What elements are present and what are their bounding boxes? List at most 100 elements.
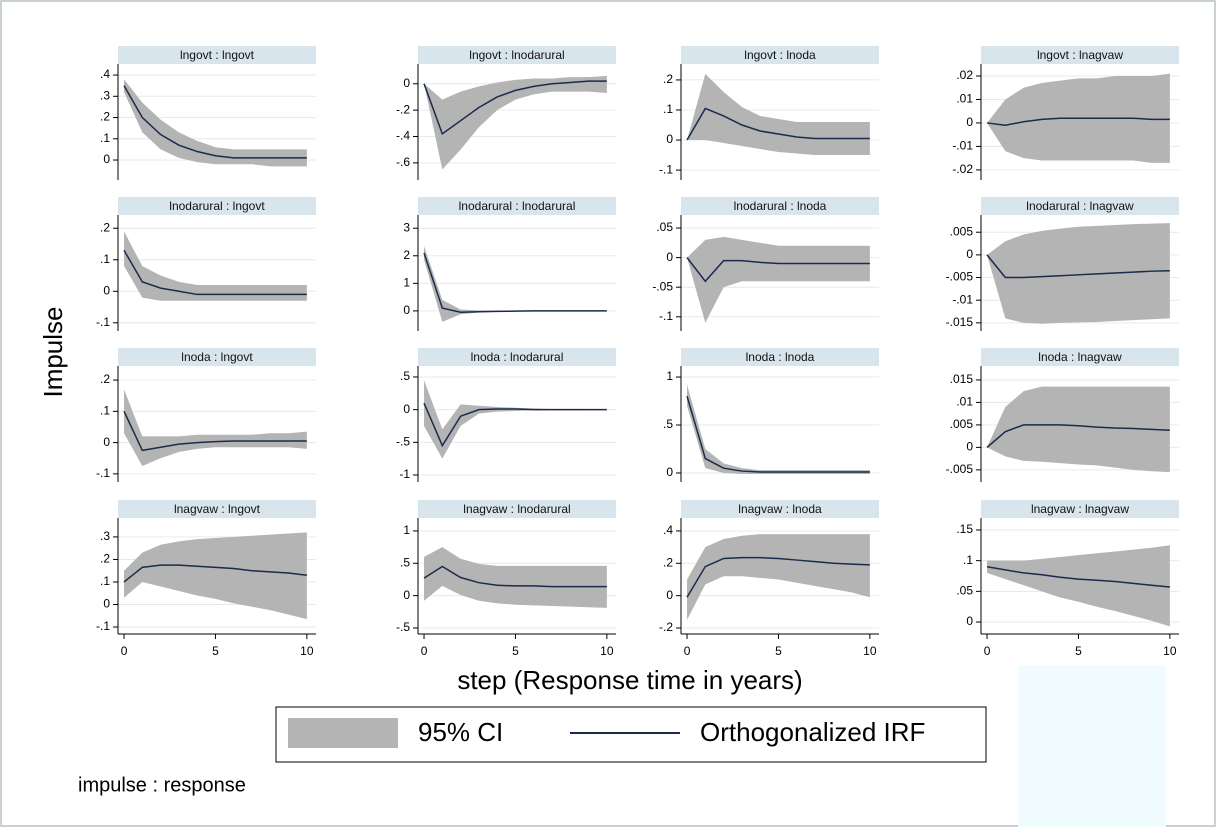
y-tick-label: .1 <box>100 252 110 266</box>
y-tick-label: -.1 <box>96 619 110 633</box>
panel-strip <box>418 500 616 518</box>
ci-band <box>687 534 870 620</box>
y-tick-label: -.1 <box>659 162 673 176</box>
y-tick-label: .2 <box>100 372 110 386</box>
y-tick-label: -.6 <box>396 155 410 169</box>
panel-strip <box>981 348 1179 366</box>
ci-band <box>124 79 307 167</box>
y-tick-label: 0 <box>666 250 673 264</box>
y-tick-label: .2 <box>100 220 110 234</box>
panel-strip <box>418 197 616 215</box>
y-tick-label: -.015 <box>946 315 974 329</box>
y-axis-label: Impulse <box>38 306 68 397</box>
y-tick-label: .15 <box>956 522 973 536</box>
irf-line <box>686 556 870 598</box>
y-tick-label: -.01 <box>952 292 973 306</box>
legend-label: Orthogonalized IRF <box>700 717 925 747</box>
ci-band <box>987 223 1170 324</box>
y-tick-label: 0 <box>666 588 673 602</box>
irf-line <box>123 411 307 452</box>
panel-strip <box>418 348 616 366</box>
panel-title: lnagvaw : lnoda <box>738 502 822 516</box>
y-tick-label: 0 <box>966 614 973 628</box>
y-tick-label: .05 <box>956 584 973 598</box>
panel-strip <box>118 197 316 215</box>
irf-line <box>986 254 1170 279</box>
y-tick-label: .01 <box>956 395 973 409</box>
y-tick-label: -.5 <box>396 620 410 634</box>
y-tick-label: 0 <box>103 435 110 449</box>
ci-band <box>687 73 870 156</box>
y-tick-label: -.02 <box>952 162 973 176</box>
x-tick-label: 0 <box>421 644 428 658</box>
irf-line <box>123 564 307 583</box>
y-tick-label: .4 <box>100 67 110 81</box>
y-tick-label: 0 <box>103 283 110 297</box>
y-tick-label: 0 <box>966 440 973 454</box>
irf-line <box>423 402 607 448</box>
panel-title: lngovt : lnodarural <box>469 48 564 62</box>
irf-line <box>686 257 870 283</box>
y-tick-label: 1 <box>666 369 673 383</box>
panel-title: lnodarural : lnodarural <box>459 199 576 213</box>
x-tick-label: 10 <box>1163 644 1177 658</box>
y-tick-label: .3 <box>100 88 110 102</box>
y-tick-label: .2 <box>663 555 673 569</box>
y-tick-label: 0 <box>666 132 673 146</box>
panel-title: lnoda : lnodarural <box>471 350 564 364</box>
y-tick-label: -.005 <box>946 270 974 284</box>
irf-line <box>986 424 1170 448</box>
ci-band <box>987 545 1170 627</box>
legend-swatch <box>288 718 398 748</box>
y-tick-label: 0 <box>403 76 410 90</box>
x-tick-label: 5 <box>212 644 219 658</box>
irf-line <box>686 107 870 141</box>
panel-title: lnoda : lnagvaw <box>1038 350 1122 364</box>
y-tick-label: .02 <box>956 68 973 82</box>
y-tick-label: .1 <box>663 102 673 116</box>
y-tick-label: .005 <box>950 417 974 431</box>
x-tick-label: 0 <box>984 644 991 658</box>
y-tick-label: -.2 <box>396 102 410 116</box>
irf-line <box>986 117 1170 127</box>
x-tick-label: 5 <box>512 644 519 658</box>
ci-band <box>687 236 870 323</box>
x-tick-label: 0 <box>121 644 128 658</box>
y-tick-label: .1 <box>100 131 110 145</box>
legend: 95% CI Orthogonalized IRF <box>288 717 925 748</box>
y-tick-label: 0 <box>966 247 973 261</box>
y-tick-label: 0 <box>103 597 110 611</box>
panel-strip <box>118 46 316 64</box>
panel-title: lnagvaw : lnodarural <box>463 502 570 516</box>
panel-strip <box>981 197 1179 215</box>
irf-line <box>123 85 307 159</box>
ci-band <box>424 75 607 170</box>
y-tick-label: .2 <box>663 72 673 86</box>
panel-strip <box>981 500 1179 518</box>
panel-strip <box>118 500 316 518</box>
panel-title: lngovt : lngovt <box>180 48 255 62</box>
ci-band <box>687 384 870 474</box>
overlay-patch <box>1018 665 1166 827</box>
y-tick-label: .1 <box>100 404 110 418</box>
panels: lngovt : lngovt .4 .3 .2 .1 0 lngovt : lnodaru… <box>96 46 1179 658</box>
x-tick-label: 10 <box>863 644 877 658</box>
y-tick-label: .3 <box>100 529 110 543</box>
y-tick-label: .1 <box>963 553 973 567</box>
y-tick-label: .005 <box>950 224 974 238</box>
y-tick-label: .5 <box>663 417 673 431</box>
irf-line <box>686 396 870 473</box>
y-tick-label: .2 <box>100 110 110 124</box>
ci-band <box>424 246 607 322</box>
y-tick-label: .015 <box>950 372 974 386</box>
y-tick-label: 0 <box>666 465 673 479</box>
panel-title: lnagvaw : lnagvaw <box>1031 502 1129 516</box>
y-tick-label: -.1 <box>96 315 110 329</box>
y-tick-label: -.1 <box>659 309 673 323</box>
y-tick-label: 1 <box>403 276 410 290</box>
ci-band <box>124 389 307 467</box>
panel-strip <box>681 46 879 64</box>
y-tick-label: 0 <box>403 402 410 416</box>
ci-band <box>124 231 307 301</box>
